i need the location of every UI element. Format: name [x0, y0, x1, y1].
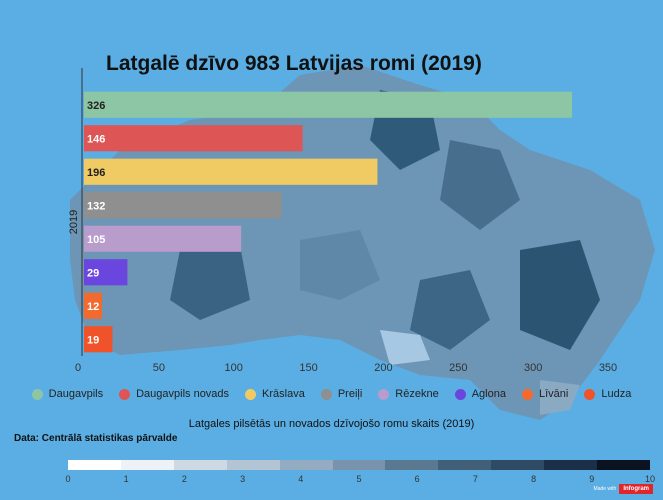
scale-segment-0 — [68, 460, 121, 470]
scale-label-10: 10 — [644, 474, 656, 484]
x-tick-label-3: 150 — [299, 362, 317, 374]
legend-label: Ludza — [601, 388, 632, 400]
scale-segment-8 — [491, 460, 545, 470]
map-region — [520, 240, 600, 350]
scale-label-2: 2 — [181, 474, 187, 484]
map-color-scale — [68, 460, 650, 470]
legend-item-3[interactable]: Preiļi — [320, 388, 363, 400]
bar-value-label-5: 29 — [87, 267, 99, 279]
scale-label-4: 4 — [298, 474, 304, 484]
legend-item-6[interactable]: Līvāni — [521, 388, 569, 400]
infogram-badge[interactable]: Made with Infogram — [594, 484, 653, 494]
bar-4[interactable] — [84, 225, 242, 252]
legend-swatch — [521, 388, 533, 400]
scale-label-6: 6 — [414, 474, 420, 484]
made-with-text: Made with — [593, 486, 617, 492]
bars-group: 326 146 196 132 105 29 12 19 — [84, 91, 573, 353]
legend-swatch — [584, 388, 596, 400]
scale-label-8: 8 — [531, 474, 537, 484]
bar-6[interactable] — [84, 292, 102, 319]
map-scale-labels: 0 1 2 3 4 5 6 7 8 9 10 — [65, 474, 655, 484]
bar-3[interactable] — [84, 192, 282, 219]
legend-label: Aglona — [471, 388, 506, 400]
bar-value-label-7: 19 — [87, 334, 99, 346]
legend-swatch — [454, 388, 466, 400]
data-source: Data: Centrālā statistikas pārvalde — [14, 433, 178, 444]
x-tick-label-1: 50 — [153, 362, 165, 374]
legend-item-5[interactable]: Aglona — [454, 388, 506, 400]
legend-swatch — [378, 388, 390, 400]
x-tick-label-2: 100 — [225, 362, 243, 374]
bar-value-label-6: 12 — [87, 301, 99, 313]
scale-label-7: 7 — [472, 474, 478, 484]
legend-item-0[interactable]: Daugavpils — [31, 388, 104, 400]
map-region — [170, 245, 250, 320]
scale-label-1: 1 — [123, 474, 129, 484]
bar-7[interactable] — [84, 326, 113, 353]
x-tick-label-7: 350 — [599, 362, 617, 374]
map-region — [440, 140, 520, 230]
legend-item-7[interactable]: Ludza — [584, 388, 631, 400]
scale-segment-2 — [173, 460, 227, 470]
scale-segment-5 — [332, 460, 386, 470]
map-region — [380, 330, 430, 365]
legend-swatch — [119, 388, 131, 400]
bar-value-label-3: 132 — [87, 200, 105, 212]
scale-segment-4 — [279, 460, 333, 470]
bar-5[interactable] — [84, 259, 128, 286]
bar-value-label-1: 146 — [87, 133, 105, 145]
map-region — [300, 230, 380, 300]
scale-label-5: 5 — [356, 474, 362, 484]
scale-segment-9 — [544, 460, 598, 470]
bar-2[interactable] — [84, 158, 378, 185]
chart-title: Latgalē dzīvo 983 Latvijas romi (2019) — [106, 52, 482, 75]
legend-label: Daugavpils — [48, 388, 104, 400]
scale-label-3: 3 — [240, 474, 246, 484]
legend-item-1[interactable]: Daugavpils novads — [119, 388, 229, 400]
x-tick-label-6: 300 — [524, 362, 542, 374]
bar-value-label-0: 326 — [87, 100, 105, 112]
map-region — [410, 270, 490, 350]
legend-label: Līvāni — [538, 388, 569, 400]
chart-legend: Daugavpils Daugavpils novads Krāslava Preiļ… — [0, 388, 663, 400]
legend-label: Daugavpils novads — [136, 388, 230, 400]
infogram-logo: Infogram — [619, 484, 653, 494]
scale-segment-3 — [226, 460, 280, 470]
scale-label-9: 9 — [589, 474, 595, 484]
map-region — [540, 380, 580, 415]
x-tick-label-0: 0 — [75, 362, 81, 374]
bar-value-label-4: 105 — [87, 234, 105, 246]
chart-subtitle: Latgales pilsētās un novados dzīvojošo r… — [188, 418, 475, 430]
scale-segment-6 — [385, 460, 439, 470]
y-axis-label: 2019 — [68, 210, 80, 234]
legend-label: Rēzekne — [395, 388, 439, 400]
scale-segment-1 — [120, 460, 174, 470]
x-tick-label-5: 250 — [449, 362, 467, 374]
legend-item-2[interactable]: Krāslava — [245, 388, 305, 400]
legend-item-4[interactable]: Rēzekne — [378, 388, 439, 400]
scale-segment-10 — [597, 460, 650, 470]
legend-label: Krāslava — [262, 388, 305, 400]
legend-swatch — [320, 388, 332, 400]
scale-label-0: 0 — [65, 474, 71, 484]
legend-label: Preiļi — [337, 388, 363, 400]
bar-value-label-2: 196 — [87, 167, 105, 179]
x-tick-label-4: 200 — [374, 362, 392, 374]
bar-1[interactable] — [84, 125, 303, 152]
scale-segment-7 — [438, 460, 492, 470]
axes-group: 2019 0 50 100 150 200 250 300 350 — [68, 68, 617, 374]
legend-swatch — [245, 388, 257, 400]
bar-0[interactable] — [84, 91, 573, 118]
legend-swatch — [31, 388, 43, 400]
